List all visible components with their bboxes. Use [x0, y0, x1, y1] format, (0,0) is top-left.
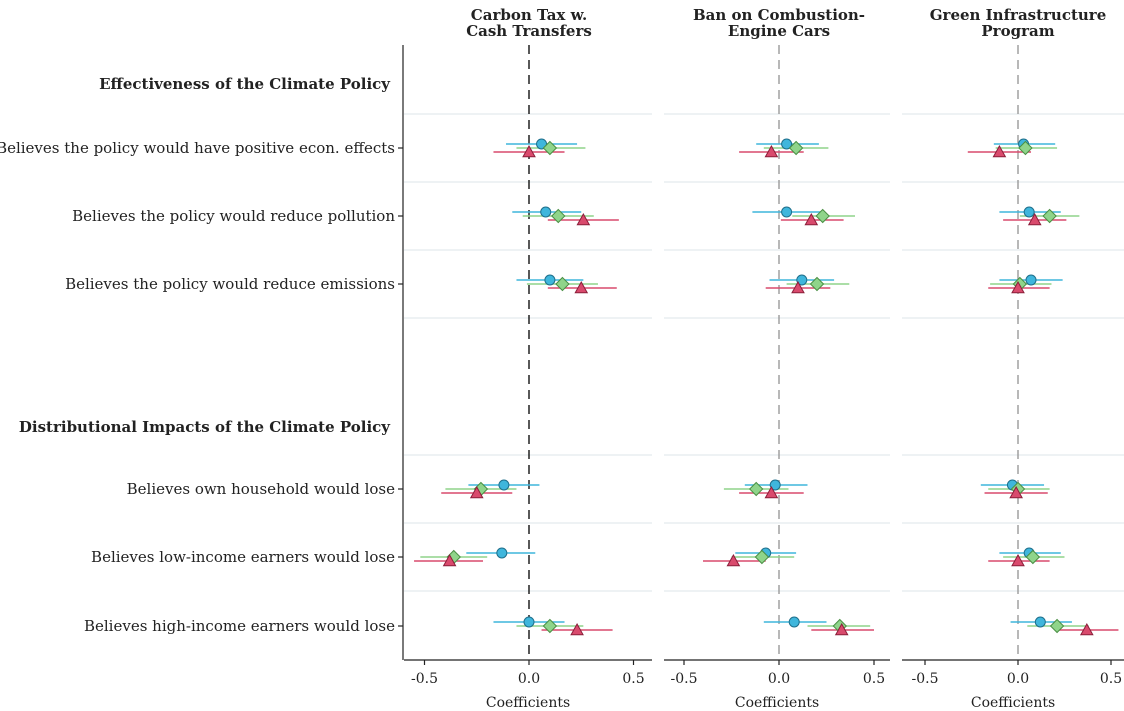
- point-circle-1-0: [781, 138, 793, 150]
- point-diamond-2-5: [1049, 618, 1065, 634]
- x-axis-label-2: Coefficients: [971, 695, 1055, 711]
- point-circle-2-2: [1025, 274, 1037, 286]
- x-tick-label-1-0: -0.5: [671, 671, 698, 687]
- point-triangle-2-1: [1027, 212, 1042, 226]
- point-diamond-2-1: [1042, 208, 1057, 224]
- point-triangle-1-1: [804, 212, 819, 226]
- point-triangle-1-2: [791, 280, 805, 294]
- point-circle-0-1: [540, 206, 552, 218]
- point-circle-1-5: [788, 616, 800, 628]
- point-diamond-0-0: [542, 140, 558, 156]
- point-triangle-0-2: [574, 280, 589, 294]
- panel-title-0-0: Carbon Tax w.: [471, 6, 587, 24]
- point-circle-1-3: [769, 479, 781, 491]
- point-triangle-0-5: [570, 622, 584, 636]
- x-tick-label-2-0: -0.5: [912, 671, 939, 687]
- x-tick-label-0-1: 0.0: [518, 671, 540, 687]
- point-circle-0-0: [536, 138, 548, 150]
- row-label-5: Believes high-income earners would lose: [84, 617, 395, 635]
- point-diamond-2-0: [1018, 140, 1033, 156]
- panel-title-2-0: Green Infrastructure: [930, 6, 1107, 24]
- point-circle-1-2: [796, 274, 808, 286]
- point-diamond-1-0: [788, 140, 804, 156]
- point-diamond-2-4: [1025, 549, 1041, 565]
- row-label-1: Believes the policy would reduce polluti…: [72, 207, 395, 225]
- section-heading-1: Distributional Impacts of the Climate Po…: [19, 418, 391, 436]
- point-circle-2-5: [1034, 616, 1046, 628]
- x-axis-label-1: Coefficients: [735, 695, 819, 711]
- point-diamond-1-1: [815, 208, 830, 224]
- x-tick-label-0-0: -0.5: [411, 671, 438, 687]
- point-diamond-0-5: [542, 618, 558, 634]
- point-triangle-2-0: [992, 144, 1007, 158]
- x-tick-label-1-1: 0.0: [768, 671, 790, 687]
- row-label-3: Believes own household would lose: [127, 480, 395, 498]
- point-triangle-1-3: [764, 485, 779, 499]
- row-label-0: Believes the policy would have positive …: [0, 139, 395, 157]
- point-triangle-1-0: [764, 144, 779, 158]
- panel-title-0-1: Cash Transfers: [466, 22, 592, 40]
- point-triangle-1-5: [834, 622, 849, 636]
- panel-title-1-0: Ban on Combustion-: [693, 6, 865, 24]
- point-circle-2-1: [1023, 206, 1035, 218]
- panel-title-1-1: Engine Cars: [728, 22, 830, 40]
- point-triangle-0-3: [469, 485, 484, 499]
- point-triangle-0-0: [522, 144, 536, 158]
- point-diamond-0-1: [551, 208, 566, 224]
- row-label-4: Believes low-income earners would lose: [91, 548, 395, 566]
- point-circle-1-1: [781, 206, 793, 218]
- panel-title-2-1: Program: [981, 22, 1054, 40]
- x-axis-label-0: Coefficients: [486, 695, 570, 711]
- point-circle-0-5: [523, 616, 535, 628]
- point-diamond-1-2: [809, 276, 825, 292]
- x-tick-label-0-2: 0.5: [622, 671, 644, 687]
- point-triangle-0-4: [442, 553, 457, 567]
- point-diamond-1-4: [754, 549, 770, 565]
- point-diamond-0-2: [555, 276, 570, 292]
- point-circle-0-3: [498, 479, 510, 491]
- row-label-2: Believes the policy would reduce emissio…: [65, 275, 395, 293]
- point-triangle-0-1: [576, 212, 591, 226]
- point-diamond-1-3: [748, 481, 764, 497]
- point-triangle-2-3: [1009, 485, 1023, 499]
- point-circle-0-4: [496, 547, 508, 559]
- x-tick-label-2-1: 0.0: [1007, 671, 1029, 687]
- section-heading-0: Effectiveness of the Climate Policy: [99, 75, 391, 93]
- point-triangle-2-2: [1011, 280, 1025, 294]
- point-triangle-2-4: [1011, 553, 1025, 567]
- x-tick-label-2-2: 0.5: [1100, 671, 1122, 687]
- point-circle-0-2: [544, 274, 556, 286]
- x-tick-label-1-2: 0.5: [863, 671, 885, 687]
- point-triangle-1-4: [726, 553, 741, 567]
- point-triangle-2-5: [1079, 622, 1094, 636]
